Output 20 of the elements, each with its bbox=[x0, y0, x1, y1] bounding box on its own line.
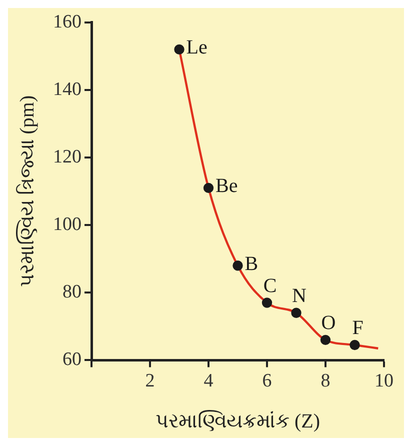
y-axis-title: પરમાણ્વિય ત્રિજ્યા (pm) bbox=[16, 95, 38, 288]
y-tick-label: 140 bbox=[53, 78, 82, 100]
y-tick-label: 120 bbox=[53, 146, 82, 168]
data-label: B bbox=[244, 252, 258, 275]
data-label: O bbox=[321, 312, 336, 334]
x-tick-label: 10 bbox=[374, 370, 394, 392]
y-tick-label: 80 bbox=[62, 282, 82, 303]
y-tick-label: 60 bbox=[62, 349, 82, 370]
x-axis-title: પરમાણ્વિયક્રમાંક (Z) bbox=[155, 410, 320, 432]
x-tick-label: 2 bbox=[145, 370, 155, 392]
x-tick-label: 4 bbox=[204, 370, 214, 392]
data-label: N bbox=[292, 285, 306, 308]
data-label: C bbox=[263, 275, 277, 298]
data-label: Le bbox=[186, 36, 208, 59]
y-tick-label: 100 bbox=[53, 214, 82, 236]
x-tick-label: 8 bbox=[320, 370, 330, 392]
data-label: Be bbox=[216, 175, 238, 198]
data-label: F bbox=[352, 317, 364, 340]
x-tick-label: 6 bbox=[262, 370, 272, 392]
y-tick-label: 160 bbox=[53, 11, 82, 32]
